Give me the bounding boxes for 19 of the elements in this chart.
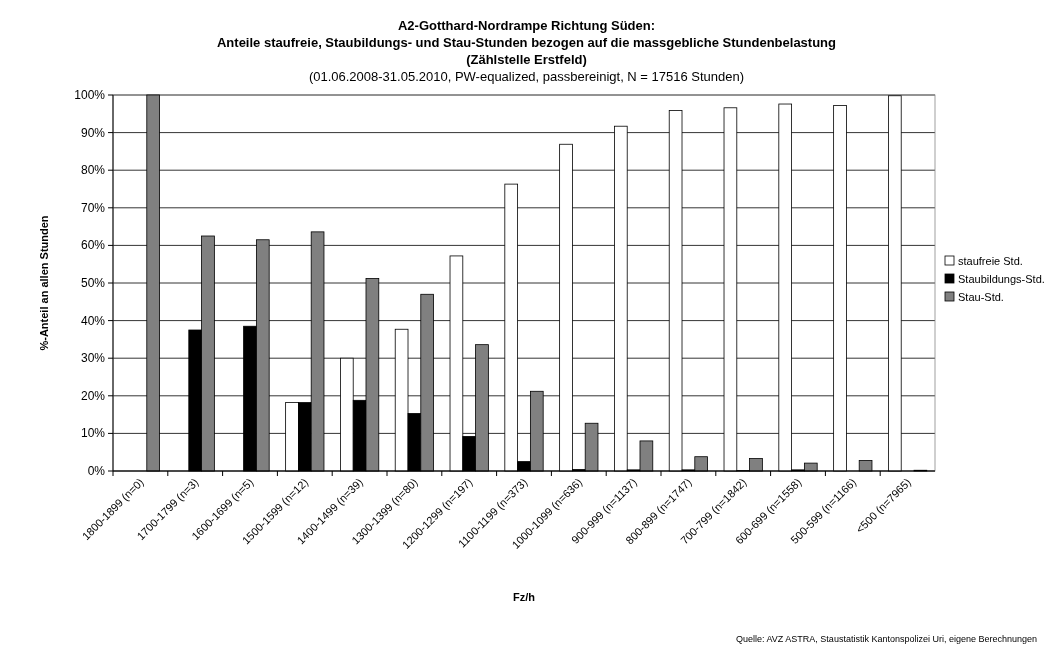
chart-title: A2-Gotthard-Nordrampe Richtung Süden: Anteile staufreie, Staubildungs- und Stau-Stunden bezogen auf die massgebliche Stundenbelastung (Zählstelle Erstfeld) — [216, 18, 837, 67]
y-tick-label: 70% — [80, 200, 106, 215]
y-tick-label: 90% — [80, 125, 106, 140]
y-tick-label: 60% — [80, 238, 106, 253]
y-axis-title: %-Anteil an allen Stunden — [38, 215, 50, 351]
y-tick-label: 20% — [80, 388, 106, 403]
x-axis-title: Fz/h — [513, 591, 536, 603]
legend-label: Stau-Std. — [958, 291, 1004, 303]
chart-subtitle: (01.06.2008-31.05.2010, PW-equalized, passbereinigt, N = 17516 Stunden) — [308, 69, 745, 84]
y-tick-label: 0% — [87, 464, 106, 478]
source-note: Quelle: AVZ ASTRA, Staustatistik Kantonspolizei Uri, eigene Berechnungen — [736, 634, 1037, 644]
y-tick-label: 50% — [80, 276, 106, 290]
y-tick-label: 100% — [74, 88, 106, 102]
y-tick-label: 40% — [80, 313, 106, 328]
legend-label: staufreie Std. — [958, 255, 1023, 267]
legend-label: Staubildungs-Std. — [958, 273, 1045, 285]
y-tick-label: 10% — [80, 426, 106, 441]
y-tick-label: 30% — [80, 351, 106, 366]
y-tick-label: 80% — [80, 163, 106, 178]
